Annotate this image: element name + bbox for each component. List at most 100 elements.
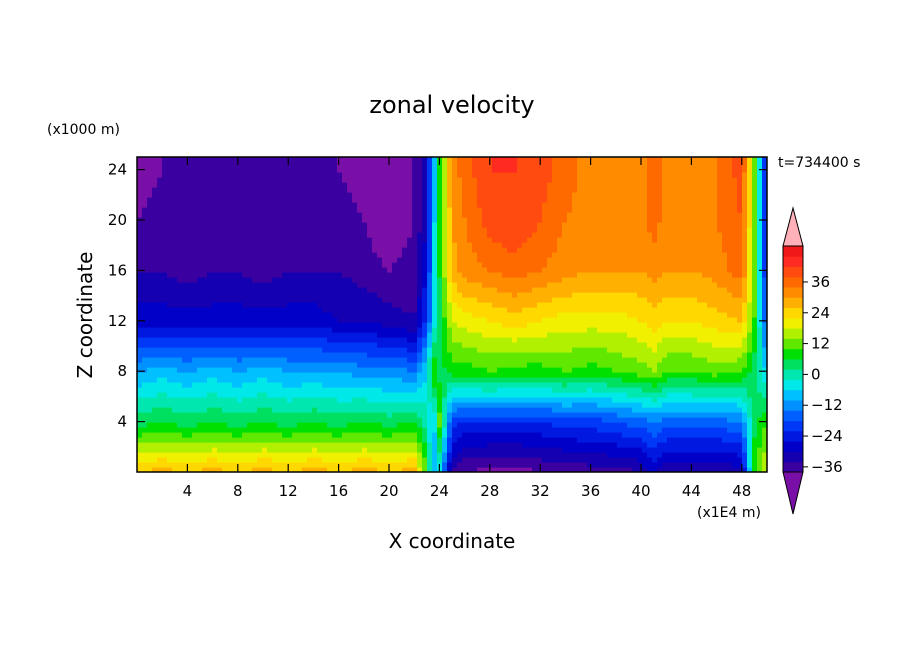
contour-cell: [377, 347, 383, 353]
contour-cell: [167, 227, 173, 233]
contour-cell: [432, 312, 438, 318]
contour-cell: [277, 427, 283, 433]
contour-cell: [527, 467, 533, 472]
contour-cell: [247, 322, 253, 328]
contour-cell: [172, 332, 178, 338]
contour-cell: [247, 327, 253, 333]
contour-cell: [232, 182, 238, 188]
contour-cell: [332, 347, 338, 353]
contour-cell: [487, 187, 493, 193]
contour-cell: [322, 377, 328, 383]
contour-cell: [232, 237, 238, 243]
contour-cell: [312, 427, 318, 433]
contour-cell: [367, 257, 373, 263]
contour-cell: [302, 182, 308, 188]
contour-cell: [257, 202, 263, 208]
contour-cell: [227, 322, 233, 328]
contour-cell: [182, 287, 188, 293]
contour-cell: [142, 317, 148, 323]
contour-cell: [222, 192, 228, 198]
contour-cell: [277, 317, 283, 323]
contour-cell: [452, 432, 458, 438]
contour-cell: [397, 162, 403, 168]
contour-cell: [387, 437, 393, 443]
contour-cell: [347, 247, 353, 253]
contour-cell: [267, 207, 273, 213]
contour-cell: [137, 397, 143, 403]
contour-cell: [487, 367, 493, 373]
contour-cell: [272, 362, 278, 368]
contour-cell: [372, 437, 378, 443]
contour-cell: [432, 302, 438, 308]
contour-cell: [417, 167, 423, 173]
contour-cell: [177, 272, 183, 278]
contour-cell: [387, 302, 393, 308]
contour-cell: [247, 332, 253, 338]
contour-cell: [247, 292, 253, 298]
contour-cell: [337, 377, 343, 383]
contour-cell: [157, 162, 163, 168]
contour-cell: [182, 317, 188, 323]
contour-cell: [192, 392, 198, 398]
contour-cell: [212, 397, 218, 403]
contour-cell: [357, 452, 363, 458]
contour-cell: [382, 207, 388, 213]
contour-cell: [297, 297, 303, 303]
contour-cell: [517, 162, 523, 168]
contour-cell: [247, 307, 253, 313]
contour-cell: [497, 242, 503, 248]
contour-cell: [462, 392, 468, 398]
contour-cell: [232, 187, 238, 193]
contour-cell: [467, 402, 473, 408]
contour-cell: [362, 362, 368, 368]
contour-cell: [517, 282, 523, 288]
contour-cell: [432, 417, 438, 423]
contour-cell: [387, 367, 393, 373]
contour-cell: [337, 347, 343, 353]
contour-cell: [402, 332, 408, 338]
contour-cell: [387, 327, 393, 333]
contour-cell: [212, 207, 218, 213]
contour-cell: [447, 417, 453, 423]
contour-cell: [422, 207, 428, 213]
contour-cell: [257, 387, 263, 393]
contour-cell: [522, 267, 528, 273]
contour-cell: [212, 357, 218, 363]
contour-cell: [307, 357, 313, 363]
contour-cell: [432, 182, 438, 188]
contour-cell: [507, 392, 513, 398]
contour-cell: [267, 337, 273, 343]
contour-cell: [362, 247, 368, 253]
contour-cell: [517, 307, 523, 313]
contour-cell: [467, 282, 473, 288]
contour-cell: [397, 432, 403, 438]
contour-cell: [427, 247, 433, 253]
contour-cell: [492, 342, 498, 348]
contour-cell: [232, 247, 238, 253]
contour-cell: [197, 242, 203, 248]
contour-cell: [182, 392, 188, 398]
contour-cell: [222, 197, 228, 203]
contour-cell: [142, 227, 148, 233]
contour-cell: [207, 457, 213, 463]
contour-cell: [322, 342, 328, 348]
contour-cell: [472, 332, 478, 338]
contour-cell: [502, 172, 508, 178]
contour-cell: [412, 362, 418, 368]
contour-cell: [457, 302, 463, 308]
contour-cell: [402, 292, 408, 298]
contour-cell: [252, 442, 258, 448]
contour-cell: [247, 162, 253, 168]
contour-cell: [232, 462, 238, 468]
contour-cell: [257, 437, 263, 443]
contour-cell: [447, 302, 453, 308]
contour-cell: [187, 262, 193, 268]
contour-cell: [407, 172, 413, 178]
contour-cell: [297, 327, 303, 333]
contour-cell: [382, 387, 388, 393]
contour-cell: [417, 387, 423, 393]
contour-cell: [532, 417, 538, 423]
contour-cell: [382, 282, 388, 288]
contour-cell: [397, 242, 403, 248]
contour-cell: [267, 222, 273, 228]
